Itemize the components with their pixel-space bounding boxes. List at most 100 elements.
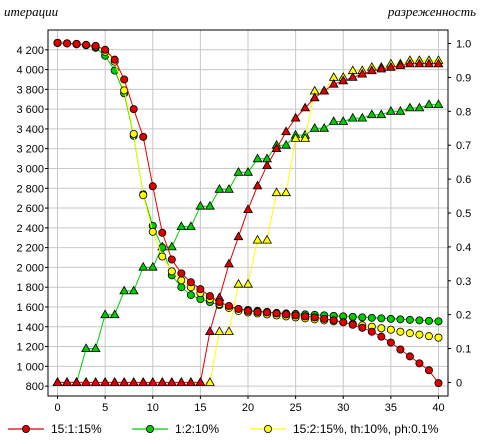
- series-0-point-7: [120, 75, 129, 84]
- series-1-point-13: [177, 283, 186, 292]
- x-tick-label-4: 20: [242, 402, 254, 414]
- series-0-point-21: [253, 307, 262, 316]
- series-0-point-13: [177, 269, 186, 278]
- y-left-tick-label-7: 2 200: [16, 243, 44, 255]
- series-3-point-29: [328, 78, 339, 88]
- series-3-point-34: [376, 63, 387, 73]
- series-0-point-10: [148, 182, 157, 191]
- series-2-point-39: [424, 332, 433, 341]
- series-2-point-38: [415, 330, 424, 339]
- series-4-point-19: [233, 166, 244, 176]
- y-right-tick-label-0: 0: [456, 377, 462, 389]
- series-0-point-40: [434, 379, 443, 388]
- series-0-point-23: [272, 309, 281, 318]
- series-4-point-32: [357, 112, 368, 122]
- series-3-point-4: [90, 377, 101, 386]
- series-3-point-12: [166, 377, 177, 386]
- series-0-point-39: [424, 366, 433, 375]
- series-0-point-9: [139, 132, 148, 141]
- series-3-point-7: [119, 377, 130, 386]
- series-5-point-24: [281, 187, 291, 197]
- series-0: [53, 38, 443, 388]
- y-left-ticks: 800 1 000 1 200 1 400 1 600 1 800 2 000 2 200 2 …: [16, 45, 48, 393]
- series-3-point-32: [357, 68, 368, 78]
- series-4-point-4: [90, 343, 101, 353]
- series-4-point-5: [100, 309, 111, 319]
- series-1-point-6: [110, 66, 119, 75]
- series-4-point-17: [214, 183, 225, 193]
- series-4-point-12: [166, 241, 177, 251]
- y-left-tick-label-11: 3 000: [16, 163, 44, 175]
- series-3-point-24: [281, 126, 291, 136]
- legend-label-0: 15:1:15%: [51, 422, 102, 436]
- series-4-point-37: [405, 102, 415, 112]
- y-left-tick-label-13: 3 400: [16, 124, 44, 136]
- series-3-point-38: [414, 58, 425, 68]
- series-2-point-34: [377, 324, 386, 333]
- series-3-point-8: [128, 377, 139, 386]
- series-0-point-15: [196, 285, 205, 294]
- series-3-point-6: [109, 377, 120, 386]
- series-0-point-34: [377, 332, 386, 341]
- series-0-point-5: [101, 45, 110, 54]
- series-4-point-3: [81, 343, 91, 353]
- series-0-point-14: [186, 278, 195, 287]
- series-3-point-5: [100, 377, 111, 386]
- y-left-tick-label-9: 2 600: [16, 203, 44, 215]
- series-3-point-2: [71, 377, 82, 386]
- series-0-point-30: [339, 318, 348, 327]
- series-3-point-9: [138, 377, 149, 386]
- series-0-point-16: [205, 292, 214, 301]
- y-left-tick-label-1: 1 000: [16, 361, 44, 373]
- y-left-tick-label-8: 2 400: [16, 223, 44, 235]
- series-3-point-33: [366, 65, 377, 75]
- series-0-point-19: [234, 304, 243, 313]
- series-1-point-39: [424, 316, 433, 325]
- x-tick-label-6: 30: [337, 402, 349, 414]
- y-left-tick-label-6: 2 000: [16, 262, 44, 274]
- series-4-point-7: [119, 285, 130, 295]
- legend-item-2: 15:2:15%, th:10%, ph:0.1%: [250, 422, 439, 436]
- series-5-point-23: [271, 187, 282, 197]
- x-tick-label-2: 10: [147, 402, 159, 414]
- series-4-point-39: [424, 99, 434, 108]
- series-1-point-14: [186, 291, 195, 300]
- series-4-point-10: [147, 261, 158, 271]
- series-2-point-35: [386, 325, 395, 334]
- y-right-tick-label-7: 0.7: [456, 140, 471, 152]
- legend: 15:1:15% 1:2:10% 15:2:15%, th:10%, ph:0.1%: [8, 422, 439, 436]
- series-0-point-3: [82, 40, 91, 49]
- y-left-tick-label-16: 4 000: [16, 65, 44, 77]
- y-left-tick-label-10: 2 800: [16, 183, 44, 195]
- series-3-point-14: [185, 377, 196, 386]
- series-3-point-16: [205, 326, 215, 336]
- series-0-point-4: [91, 41, 100, 50]
- series-3-point-10: [147, 377, 158, 386]
- series-4-point-20: [243, 166, 253, 176]
- series-3-point-1: [62, 377, 72, 386]
- series-3-point-13: [176, 377, 187, 386]
- series-3-point-31: [347, 72, 358, 81]
- series-4-point-35: [385, 105, 396, 115]
- y-left-tick-label-17: 4 200: [16, 45, 44, 57]
- series-1-point-40: [434, 317, 443, 326]
- series-0-point-35: [386, 338, 395, 347]
- series-3-point-3: [81, 377, 91, 386]
- series-5-point-25: [290, 133, 301, 142]
- series-0-point-18: [224, 301, 233, 310]
- series-3-point-30: [338, 75, 349, 85]
- legend-item-1: 1:2:10%: [132, 422, 219, 436]
- series-3-point-18: [224, 258, 234, 268]
- series-0-point-33: [367, 327, 376, 336]
- y-left-tick-label-2: 1 200: [16, 342, 44, 354]
- series-4-point-36: [395, 105, 406, 115]
- series-3-point-35: [385, 61, 396, 71]
- series-4-point-33: [366, 109, 377, 119]
- series-3-point-28: [319, 85, 330, 95]
- y-right-tick-label-10: 1.0: [456, 39, 471, 51]
- series-4-point-15: [195, 200, 206, 210]
- legend-marker-2: [263, 424, 272, 433]
- series-4-point-9: [138, 261, 149, 271]
